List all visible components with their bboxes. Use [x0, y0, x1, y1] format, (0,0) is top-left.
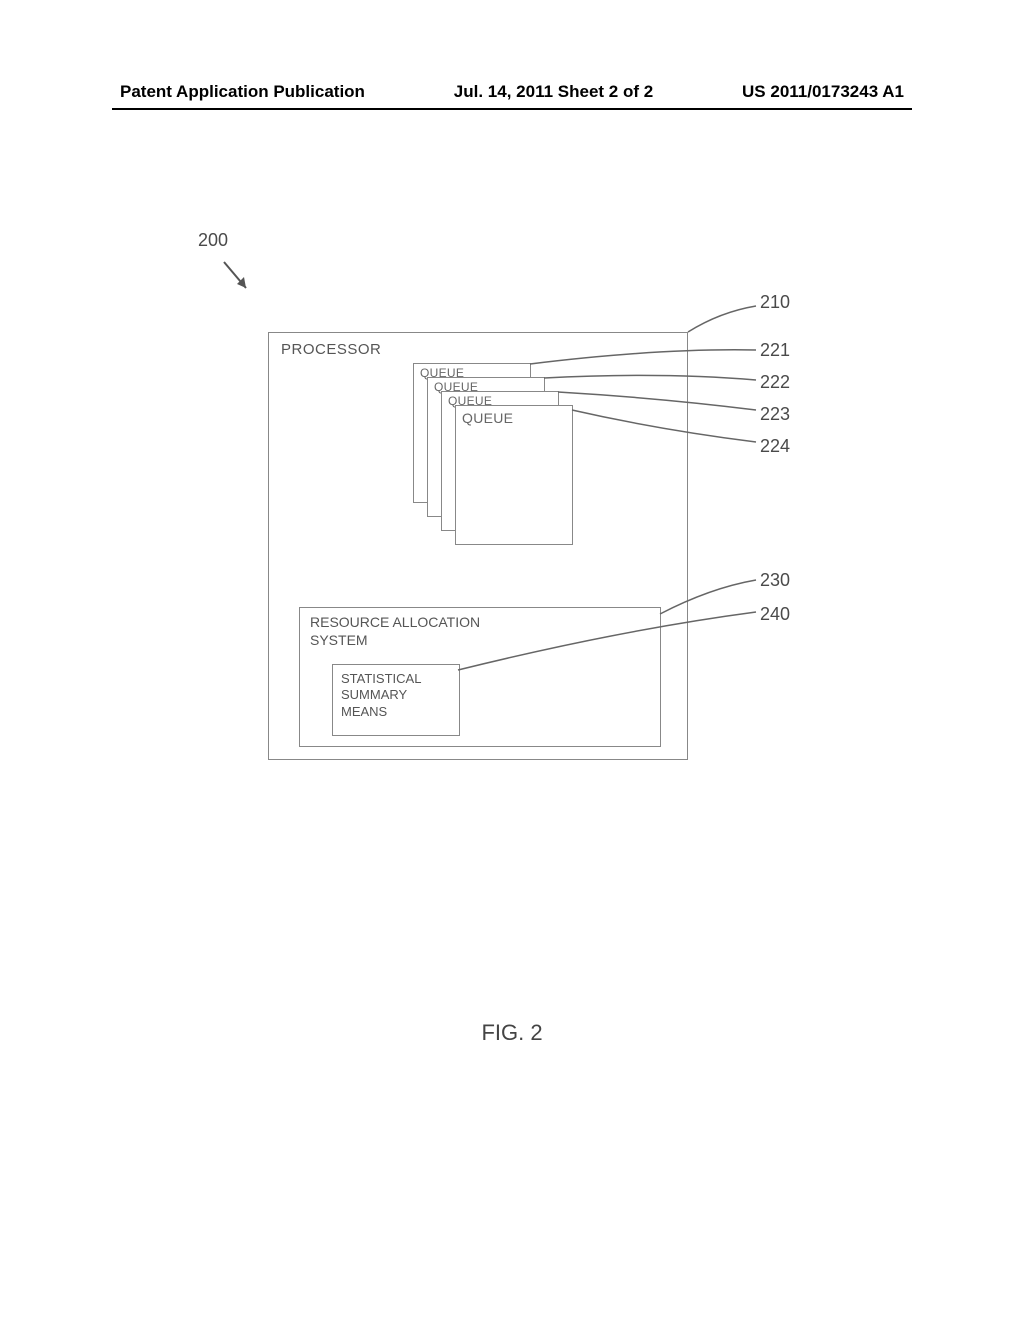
processor-box: PROCESSOR QUEUE QUEUE QUEUE QUEUE RESOUR…	[268, 332, 688, 760]
ref-223: 223	[760, 404, 790, 425]
ref-224: 224	[760, 436, 790, 457]
statistical-summary-means-label: STATISTICALSUMMARYMEANS	[341, 671, 421, 720]
header-center: Jul. 14, 2011 Sheet 2 of 2	[454, 82, 653, 102]
ref-230: 230	[760, 570, 790, 591]
ref-210: 210	[760, 292, 790, 313]
processor-label: PROCESSOR	[281, 341, 381, 358]
page-header: Patent Application Publication Jul. 14, …	[0, 82, 1024, 102]
figure-caption: FIG. 2	[0, 1020, 1024, 1046]
ref-240: 240	[760, 604, 790, 625]
resource-allocation-system-label: RESOURCE ALLOCATIONSYSTEM	[310, 614, 480, 649]
resource-allocation-system-box: RESOURCE ALLOCATIONSYSTEM STATISTICALSUM…	[299, 607, 661, 747]
ref-221: 221	[760, 340, 790, 361]
queue-label: QUEUE	[462, 410, 513, 426]
ref-200: 200	[198, 230, 228, 251]
statistical-summary-means-box: STATISTICALSUMMARYMEANS	[332, 664, 460, 736]
header-left: Patent Application Publication	[120, 82, 365, 102]
arrow-200-icon	[220, 258, 260, 298]
header-rule	[112, 108, 912, 110]
header-right: US 2011/0173243 A1	[742, 82, 904, 102]
queue-box-224: QUEUE	[455, 405, 573, 545]
ref-222: 222	[760, 372, 790, 393]
